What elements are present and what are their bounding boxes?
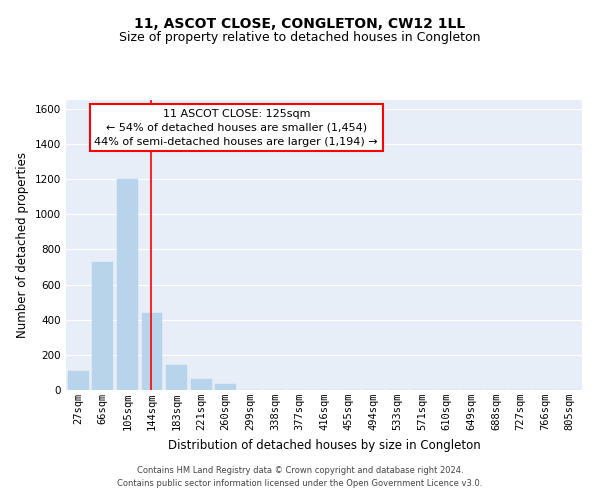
Text: Size of property relative to detached houses in Congleton: Size of property relative to detached ho… <box>119 31 481 44</box>
Bar <box>117 179 138 390</box>
Bar <box>68 370 89 390</box>
Bar <box>166 366 187 390</box>
Bar <box>142 312 163 390</box>
X-axis label: Distribution of detached houses by size in Congleton: Distribution of detached houses by size … <box>167 438 481 452</box>
Bar <box>191 380 212 390</box>
Bar <box>215 384 236 390</box>
Text: 11, ASCOT CLOSE, CONGLETON, CW12 1LL: 11, ASCOT CLOSE, CONGLETON, CW12 1LL <box>134 18 466 32</box>
Text: Contains HM Land Registry data © Crown copyright and database right 2024.
Contai: Contains HM Land Registry data © Crown c… <box>118 466 482 487</box>
Text: 11 ASCOT CLOSE: 125sqm
← 54% of detached houses are smaller (1,454)
44% of semi-: 11 ASCOT CLOSE: 125sqm ← 54% of detached… <box>94 108 378 146</box>
Y-axis label: Number of detached properties: Number of detached properties <box>16 152 29 338</box>
Bar <box>92 262 113 390</box>
